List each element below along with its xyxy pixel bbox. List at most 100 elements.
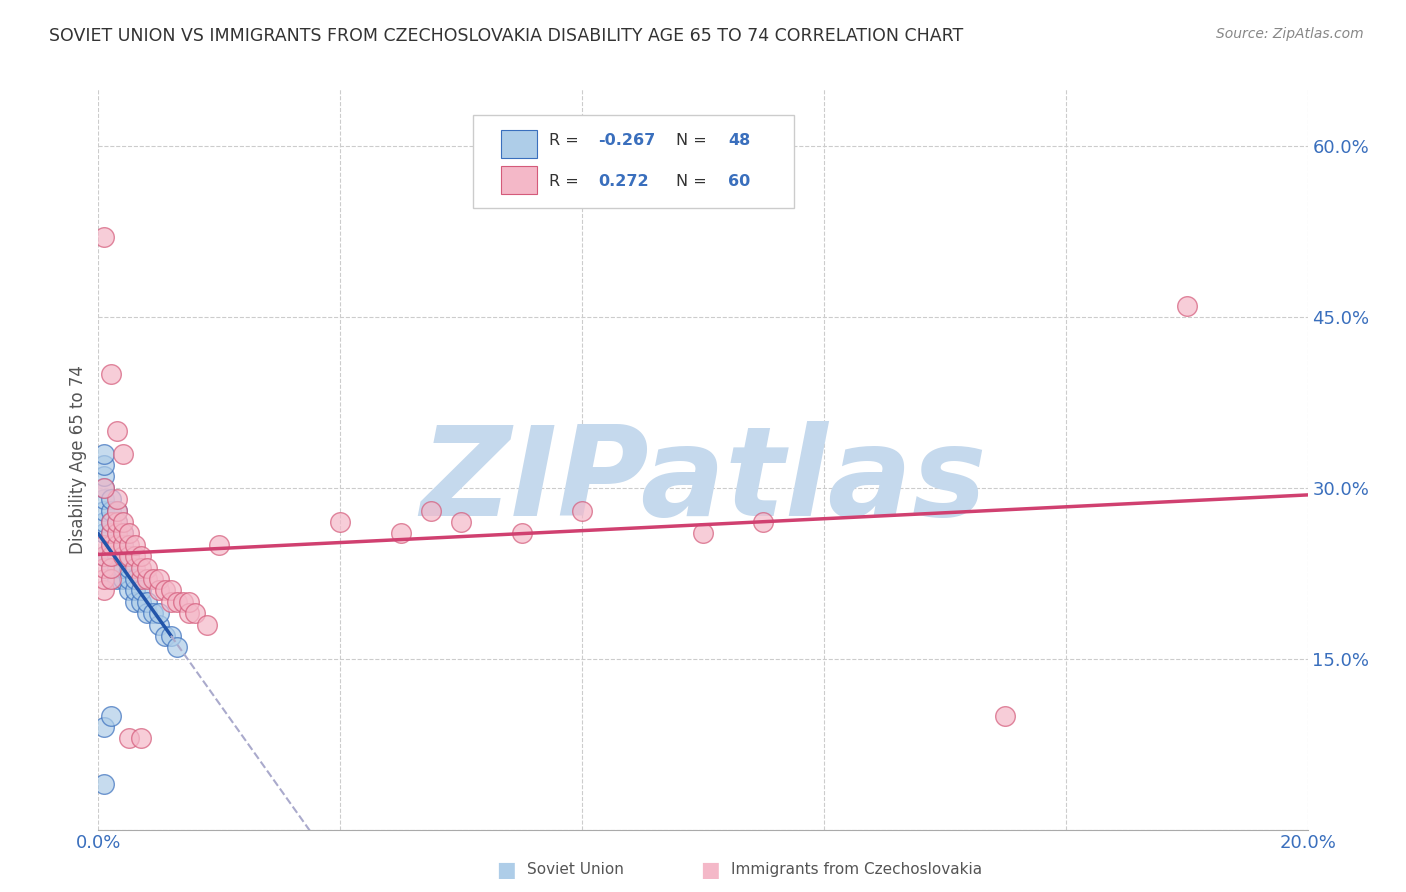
Point — [208, 538, 231, 552]
Point — [124, 572, 146, 586]
Point — [179, 606, 201, 620]
Text: R =: R = — [550, 134, 585, 148]
Point — [184, 606, 207, 620]
Point — [100, 526, 122, 541]
Point — [160, 595, 183, 609]
Point — [450, 515, 472, 529]
Point — [118, 538, 141, 552]
Point — [160, 583, 183, 598]
Point — [100, 367, 122, 381]
Point — [111, 538, 134, 552]
Point — [105, 515, 128, 529]
Point — [93, 549, 115, 564]
Point — [100, 560, 122, 574]
Point — [111, 526, 134, 541]
Point — [93, 549, 115, 564]
Point — [148, 606, 170, 620]
Text: 0.272: 0.272 — [598, 174, 648, 189]
Y-axis label: Disability Age 65 to 74: Disability Age 65 to 74 — [69, 365, 87, 554]
Point — [93, 526, 115, 541]
Point — [93, 515, 115, 529]
Point — [111, 447, 134, 461]
Text: Immigrants from Czechoslovakia: Immigrants from Czechoslovakia — [731, 863, 983, 877]
Point — [148, 572, 170, 586]
Point — [129, 595, 152, 609]
Point — [124, 538, 146, 552]
Point — [105, 526, 128, 541]
Point — [135, 560, 157, 574]
Point — [129, 583, 152, 598]
Point — [160, 629, 183, 643]
Point — [124, 583, 146, 598]
Point — [195, 617, 218, 632]
Point — [100, 538, 122, 552]
Text: R =: R = — [550, 174, 585, 189]
Point — [111, 549, 134, 564]
Point — [105, 492, 128, 507]
Point — [129, 731, 152, 746]
Bar — [501, 129, 537, 158]
Point — [153, 583, 176, 598]
Point — [100, 515, 122, 529]
Point — [111, 572, 134, 586]
Point — [153, 629, 176, 643]
Point — [111, 560, 134, 574]
Point — [179, 595, 201, 609]
Point — [111, 515, 134, 529]
Point — [105, 503, 128, 517]
Point — [93, 560, 115, 574]
Point — [124, 560, 146, 574]
Point — [100, 503, 122, 517]
Point — [93, 481, 115, 495]
Point — [994, 708, 1017, 723]
Point — [118, 549, 141, 564]
Point — [129, 572, 152, 586]
Point — [142, 572, 165, 586]
Point — [142, 606, 165, 620]
Point — [100, 708, 122, 723]
Point — [100, 549, 122, 564]
Point — [100, 515, 122, 529]
Point — [100, 549, 122, 564]
Point — [420, 503, 443, 517]
Point — [166, 595, 188, 609]
Point — [93, 503, 115, 517]
Point — [105, 526, 128, 541]
Text: SOVIET UNION VS IMMIGRANTS FROM CZECHOSLOVAKIA DISABILITY AGE 65 TO 74 CORRELATI: SOVIET UNION VS IMMIGRANTS FROM CZECHOSL… — [49, 27, 963, 45]
Point — [124, 595, 146, 609]
Point — [93, 481, 115, 495]
Point — [118, 526, 141, 541]
Text: ■: ■ — [700, 860, 720, 880]
Point — [172, 595, 194, 609]
Point — [118, 572, 141, 586]
Point — [100, 572, 122, 586]
Point — [148, 617, 170, 632]
Point — [93, 492, 115, 507]
Point — [111, 526, 134, 541]
Text: N =: N = — [676, 174, 713, 189]
Point — [118, 731, 141, 746]
Point — [93, 469, 115, 483]
Point — [166, 640, 188, 655]
Point — [111, 549, 134, 564]
Text: -0.267: -0.267 — [598, 134, 655, 148]
Point — [93, 572, 115, 586]
Point — [135, 595, 157, 609]
Point — [93, 777, 115, 791]
Point — [93, 583, 115, 598]
Point — [389, 526, 412, 541]
Point — [510, 526, 533, 541]
Point — [105, 549, 128, 564]
Point — [105, 572, 128, 586]
Point — [752, 515, 775, 529]
Text: 48: 48 — [728, 134, 751, 148]
Text: Source: ZipAtlas.com: Source: ZipAtlas.com — [1216, 27, 1364, 41]
Point — [100, 560, 122, 574]
Point — [129, 560, 152, 574]
Point — [105, 560, 128, 574]
Text: 60: 60 — [728, 174, 751, 189]
Text: ■: ■ — [496, 860, 516, 880]
Point — [93, 458, 115, 472]
Point — [100, 572, 122, 586]
Point — [105, 538, 128, 552]
